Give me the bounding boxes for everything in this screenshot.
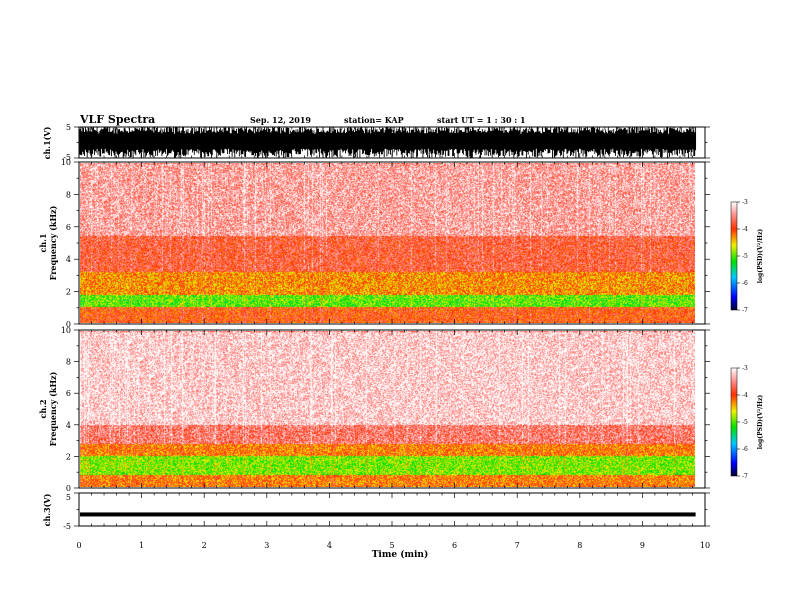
figure-title: VLF Spectra [79, 113, 155, 126]
ch1-waveform-ylabel: ch.1(V) [42, 126, 52, 159]
ch2-colorbar-tick-label: -4 [742, 392, 748, 399]
ch1-colorbar-tick-label: -7 [742, 307, 748, 314]
ch1-waveform-trace [79, 127, 697, 158]
ch1-colorbar-label: log(PSD)(V²/Hz) [757, 229, 764, 284]
ch2-spectrogram-ytick-label: 4 [66, 421, 71, 430]
ch3-waveform-ylabel: ch.3(V) [42, 493, 52, 526]
ch1-spectrogram-panel: 0 2 4 6 8 10 ch.1 Frequency (kHz) -3 -4 -5 -6 -7 … [38, 158, 764, 329]
x-tick-label: 7 [515, 541, 520, 550]
ch2-spectrogram-ylabel-channel: ch.2 [38, 399, 48, 418]
ch2-colorbar-tick-label: -5 [742, 419, 748, 426]
ch3-waveform-panel: 5 -5 ch.3(V) [42, 492, 710, 531]
ch2-colorbar-tick-label: -3 [742, 365, 748, 372]
x-tick-label: 1 [139, 541, 144, 550]
x-tick-label: 4 [327, 541, 332, 550]
ch2-colorbar-label: log(PSD)(V²/Hz) [757, 395, 764, 450]
ch1-colorbar: -3 -4 -5 -6 -7 log(PSD)(V²/Hz) [730, 199, 764, 314]
x-tick-label: 9 [640, 541, 645, 550]
ch1-spectrogram-ytick-label: 4 [66, 255, 71, 264]
ch2-spectrogram-ytick-label: 2 [66, 452, 71, 461]
ch1-waveform-panel: 5 -5 ch.1(V) [42, 123, 710, 162]
ch2-spectrogram-panel: 0 2 4 6 8 10 ch.2 Frequency (kHz) -3 -4 -5 -6 -7 … [38, 326, 764, 493]
x-tick-label: 8 [577, 541, 582, 550]
ch1-colorbar-tick-label: -3 [742, 199, 748, 206]
ch2-colorbar: -3 -4 -5 -6 -7 log(PSD)(V²/Hz) [730, 365, 764, 480]
ch3-waveform-line [80, 512, 696, 517]
ch1-colorbar-gradient [730, 201, 738, 311]
ch1-spectrogram-ytick-label: 8 [66, 190, 71, 199]
ch3-ytick-top: 5 [66, 493, 71, 502]
ch1-colorbar-tick-label: -6 [742, 280, 748, 287]
ch1-colorbar-ticks: -3 -4 -5 -6 -7 [737, 199, 748, 314]
ch1-spectrogram-ticks: 0 2 4 6 8 10 [61, 158, 710, 329]
station-label: station= KAP [344, 115, 404, 125]
x-tick-label: 0 [76, 541, 81, 550]
ch1-waveform-line [79, 127, 697, 158]
ch1-spectrogram-image [80, 163, 695, 323]
ch2-colorbar-gradient [730, 367, 738, 477]
start-time-label: start UT = 1 : 30 : 1 [437, 115, 526, 125]
ch2-spectrogram-ytick-label: 0 [66, 484, 71, 493]
ch3-waveform-ticks [74, 492, 710, 527]
ch2-spectrogram-ylabel-freq: Frequency (kHz) [48, 371, 58, 446]
x-axis-label: Time (min) [372, 549, 429, 560]
ch2-spectrogram-ticks: 0 2 4 6 8 10 [61, 326, 710, 493]
x-tick-label: 10 [700, 541, 710, 550]
ch1-spectrogram-ytick-label: 6 [66, 223, 71, 232]
ch2-colorbar-ticks: -3 -4 -5 -6 -7 [737, 365, 748, 480]
ch2-colorbar-tick-label: -7 [742, 473, 748, 480]
ch1-spectrogram-ytick-label: 2 [66, 288, 71, 297]
date-label: Sep. 12, 2019 [250, 115, 311, 125]
x-tick-label: 5 [389, 541, 394, 550]
ch2-spectrogram-ytick-label: 6 [66, 389, 71, 398]
ch1-ytick-top: 5 [66, 123, 71, 132]
ch1-colorbar-tick-label: -5 [742, 253, 748, 260]
ch1-spectrogram-ytick-label: 0 [66, 320, 71, 329]
ch2-spectrogram-image [80, 331, 695, 487]
ch2-spectrogram-ytick-label: 10 [61, 326, 71, 335]
ch1-spectrogram-ylabel-channel: ch.1 [38, 233, 48, 252]
x-tick-label: 3 [264, 541, 269, 550]
x-tick-label: 2 [202, 541, 207, 550]
x-tick-label: 6 [452, 541, 457, 550]
ch1-ytick-bottom: -5 [63, 153, 71, 162]
ch3-ytick-bottom: -5 [63, 522, 71, 531]
ch1-spectrogram-ylabel-freq: Frequency (kHz) [48, 205, 58, 280]
ch3-waveform-trace [80, 512, 696, 517]
ch1-spectrogram-ytick-label: 10 [61, 158, 71, 167]
ch2-colorbar-tick-label: -6 [742, 446, 748, 453]
x-axis-tick-labels: 0 1 2 3 4 5 6 7 8 9 10 [76, 541, 710, 550]
ch1-waveform-ticks [74, 126, 710, 159]
ch2-spectrogram-ytick-label: 8 [66, 358, 71, 367]
ch1-colorbar-tick-label: -4 [742, 226, 748, 233]
